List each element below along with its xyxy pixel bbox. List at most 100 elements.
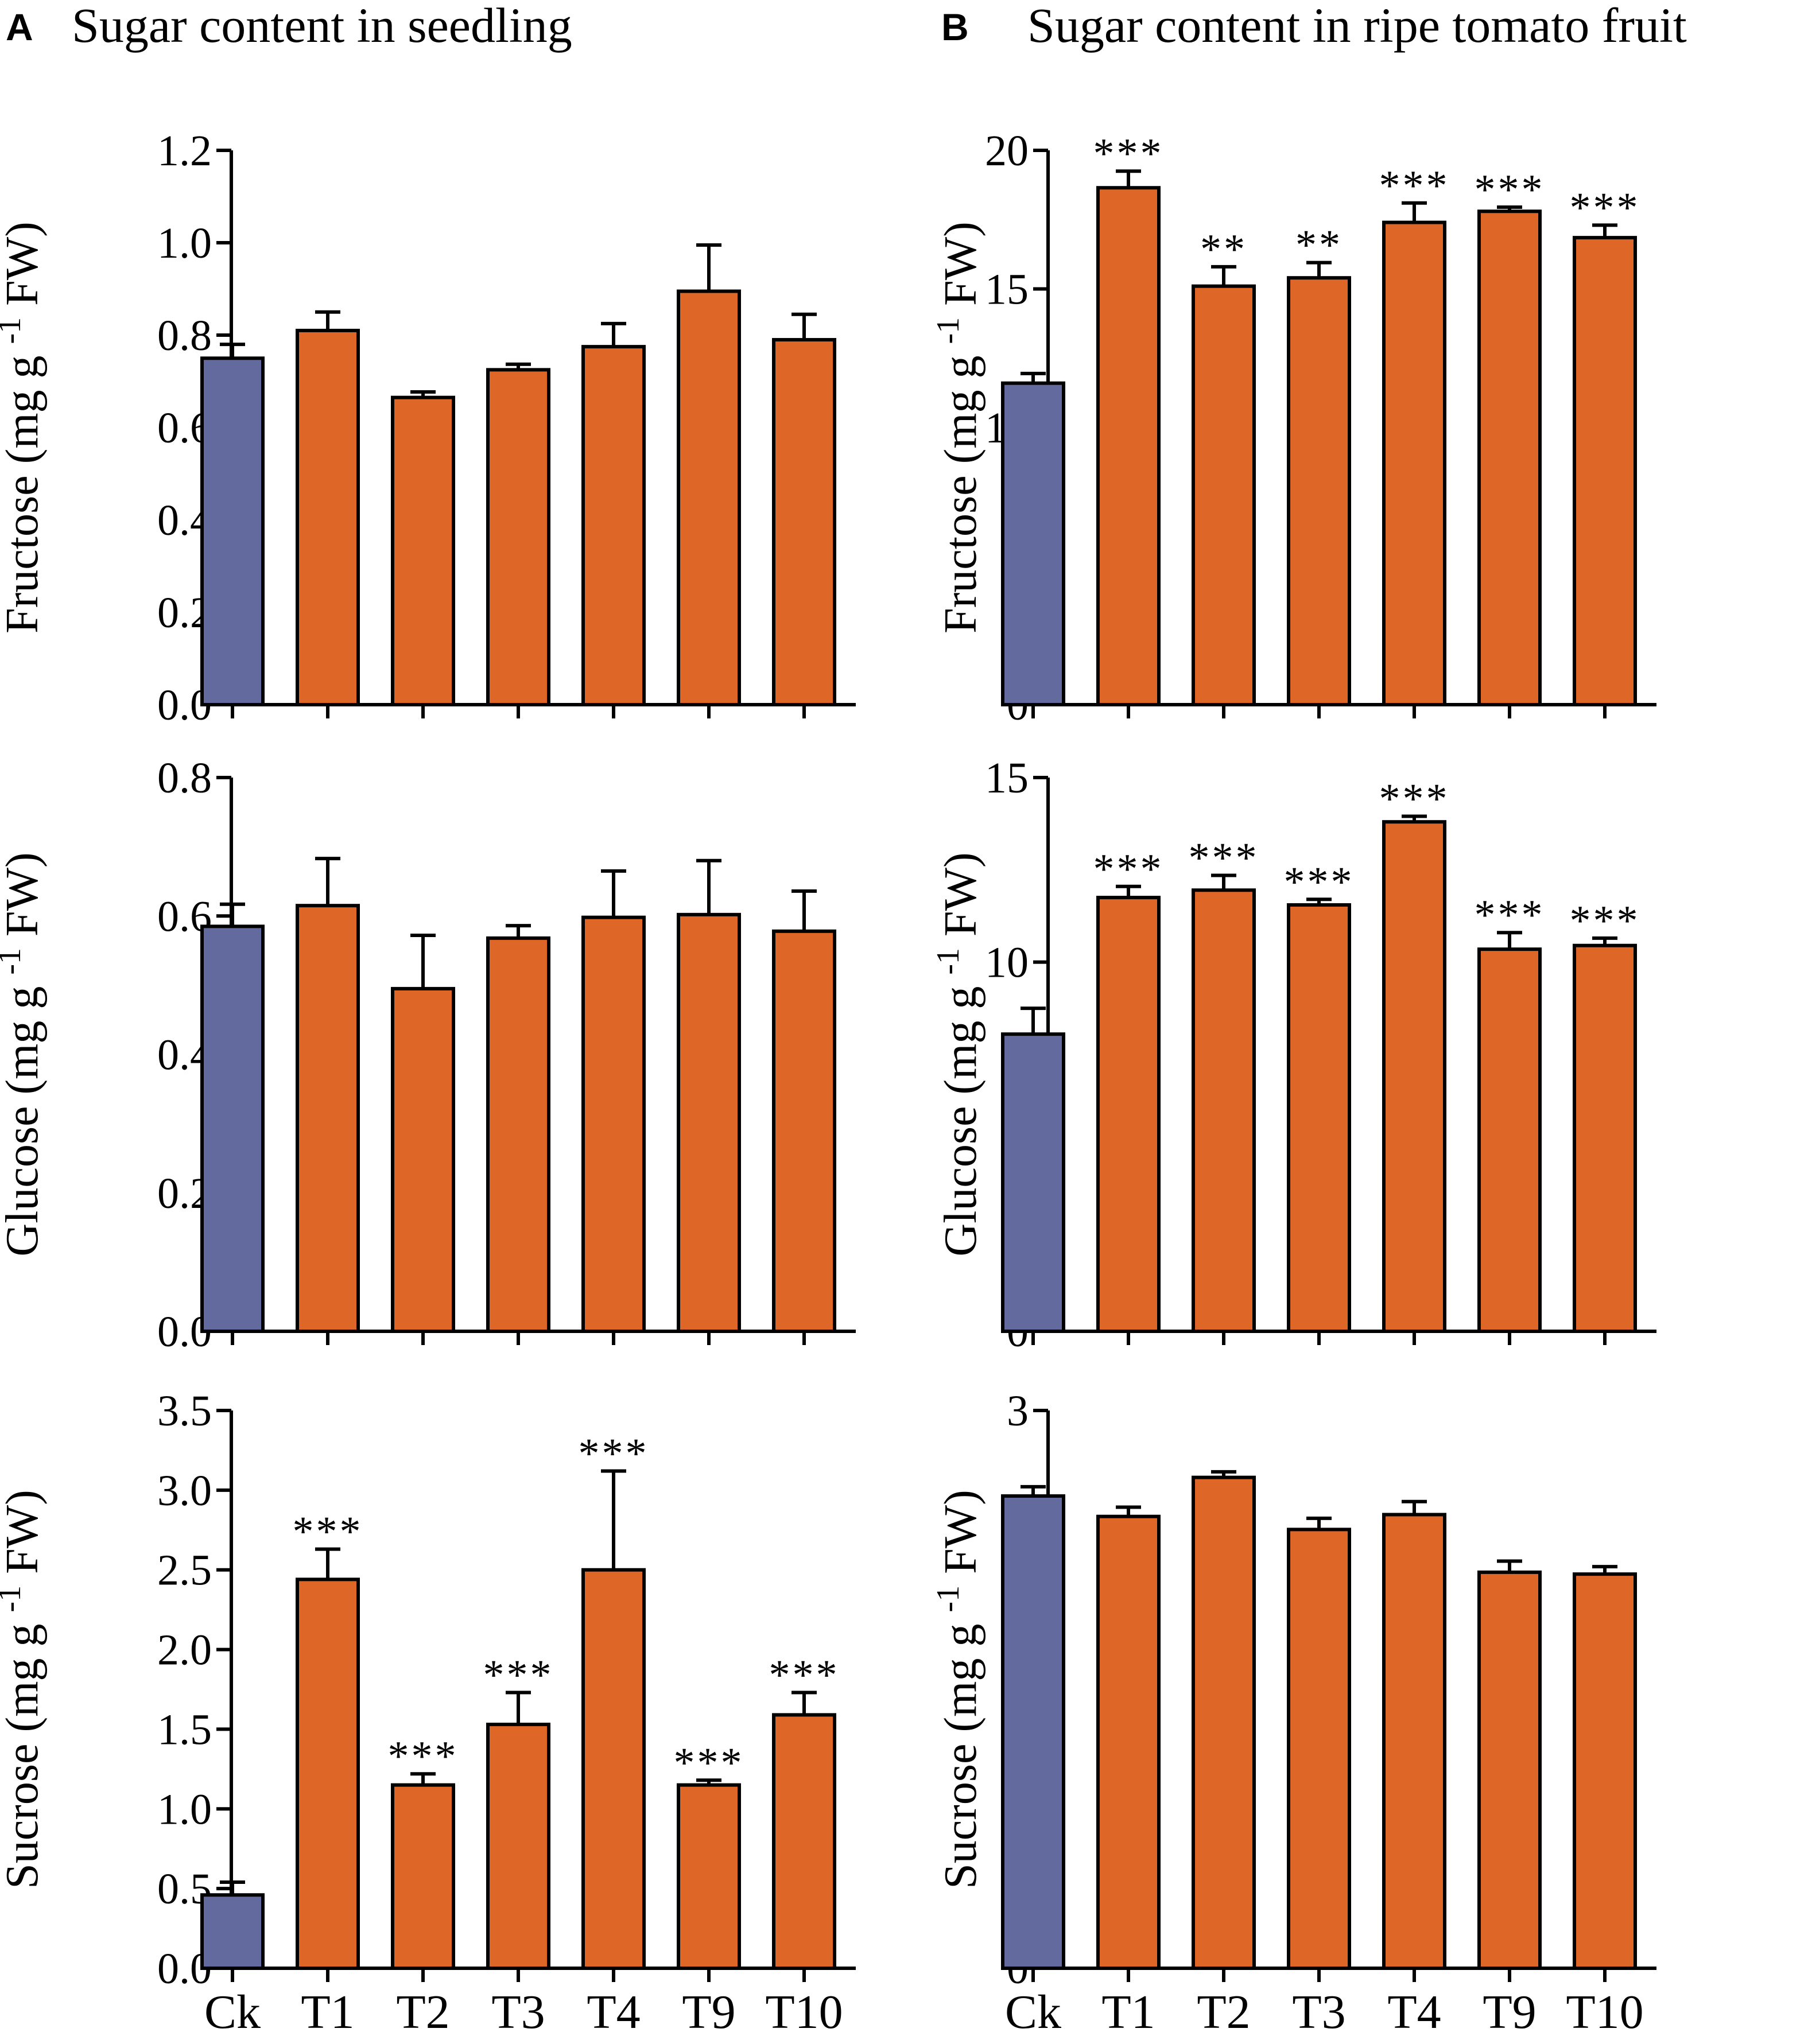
a-sucrose-category-label-t4: T4 bbox=[587, 1985, 640, 2039]
b-sucrose-bar-t10 bbox=[1573, 1572, 1637, 1971]
b-fructose-y-axis-label: Fructose (mg g -1 FW) bbox=[930, 222, 986, 634]
b-glucose-y-axis-label: Glucose (mg g -1 FW) bbox=[930, 852, 986, 1256]
b-sucrose-category-label-t4: T4 bbox=[1387, 1985, 1441, 2039]
a-glucose-y-axis-label: Glucose (mg g -1 FW) bbox=[0, 852, 48, 1256]
a-glucose-bar-t2 bbox=[391, 986, 455, 1333]
a-fructose-y-tick-label: 1.2 bbox=[157, 127, 212, 175]
b-glucose-bar-t3 bbox=[1287, 903, 1351, 1333]
a-sucrose-bar-t2 bbox=[391, 1783, 455, 1971]
b-sucrose-category-label-ck: Ck bbox=[1005, 1985, 1061, 2039]
b-fructose-bar-t1 bbox=[1096, 186, 1161, 706]
a-fructose-y-tick-label: 1.0 bbox=[157, 219, 212, 267]
a-fructose-bar-t2 bbox=[391, 395, 455, 706]
b-fructose-significance-t10: *** bbox=[1570, 184, 1640, 231]
a-glucose-bar-t4 bbox=[581, 915, 646, 1333]
b-sucrose-bar-ck bbox=[1001, 1494, 1065, 1971]
b-sucrose-category-label-t2: T2 bbox=[1197, 1985, 1250, 2039]
a-sucrose-significance-t4: *** bbox=[579, 1431, 649, 1478]
a-fructose-y-axis-label: Fructose (mg g -1 FW) bbox=[0, 222, 48, 634]
a-sucrose-category-label-t10: T10 bbox=[765, 1985, 843, 2039]
a-sucrose-bar-t9 bbox=[677, 1783, 741, 1971]
panel-b-letter: B bbox=[941, 6, 969, 48]
b-sucrose-bar-t3 bbox=[1287, 1528, 1351, 1971]
b-glucose-bar-ck bbox=[1001, 1032, 1065, 1334]
a-sucrose-bar-t10 bbox=[772, 1713, 836, 1971]
a-sucrose-y-axis-label: Sucrose (mg g -1 FW) bbox=[0, 1490, 48, 1888]
b-glucose-bar-t2 bbox=[1192, 888, 1256, 1333]
a-glucose-bar-t3 bbox=[486, 936, 550, 1333]
a-sucrose-significance-t3: *** bbox=[483, 1652, 554, 1699]
b-sucrose-bar-t2 bbox=[1192, 1475, 1256, 1970]
a-sucrose-bar-t1 bbox=[296, 1577, 360, 1971]
b-fructose-y-tick-label: 15 bbox=[985, 266, 1029, 314]
a-sucrose-category-label-ck: Ck bbox=[204, 1985, 261, 2039]
a-sucrose-y-tick-label: 3.0 bbox=[157, 1467, 212, 1515]
a-fructose-y-tick-label: 0.8 bbox=[157, 312, 212, 360]
b-glucose-significance-t10: *** bbox=[1570, 897, 1640, 945]
b-fructose-bar-t2 bbox=[1192, 284, 1256, 707]
a-sucrose-category-label-t3: T3 bbox=[491, 1985, 545, 2039]
b-fructose-chart: 05101520Fructose (mg g -1 FW)***********… bbox=[930, 127, 1656, 729]
b-glucose-bar-t4 bbox=[1382, 820, 1446, 1333]
a-sucrose-category-label-t2: T2 bbox=[396, 1985, 449, 2039]
b-fructose-bar-t3 bbox=[1287, 276, 1351, 706]
a-fructose-bar-t3 bbox=[486, 368, 550, 706]
a-sucrose-y-tick-label: 1.5 bbox=[157, 1705, 212, 1754]
b-glucose-bar-t9 bbox=[1477, 947, 1542, 1333]
b-glucose-y-tick-label: 15 bbox=[985, 754, 1029, 802]
b-sucrose-category-label-t1: T1 bbox=[1101, 1985, 1155, 2039]
a-fructose-bar-t10 bbox=[772, 338, 836, 706]
a-sucrose-category-label-t9: T9 bbox=[682, 1985, 735, 2039]
b-sucrose-category-label-t10: T10 bbox=[1566, 1985, 1643, 2039]
a-sucrose-significance-t9: *** bbox=[674, 1739, 744, 1786]
a-sucrose-significance-t10: *** bbox=[769, 1652, 840, 1699]
a-fructose-bar-t9 bbox=[677, 289, 741, 706]
b-glucose-bar-t1 bbox=[1096, 896, 1161, 1334]
a-sucrose-y-tick-label: 2.5 bbox=[157, 1546, 212, 1595]
a-sucrose-category-label-t1: T1 bbox=[301, 1985, 354, 2039]
b-sucrose-category-label-t9: T9 bbox=[1483, 1985, 1536, 2039]
b-fructose-bar-t9 bbox=[1477, 209, 1542, 706]
b-glucose-significance-t1: *** bbox=[1093, 846, 1164, 893]
b-sucrose-category-label-t3: T3 bbox=[1292, 1985, 1345, 2039]
b-fructose-bar-ck bbox=[1001, 381, 1065, 706]
a-sucrose-bar-t3 bbox=[486, 1723, 550, 1971]
b-sucrose-bar-t1 bbox=[1096, 1514, 1161, 1970]
a-glucose-bar-ck bbox=[200, 924, 265, 1333]
panel-b-title: Sugar content in ripe tomato fruit bbox=[1027, 0, 1687, 53]
a-fructose-bar-ck bbox=[200, 356, 265, 706]
b-glucose-significance-t4: *** bbox=[1379, 776, 1450, 823]
a-glucose-bar-t10 bbox=[772, 929, 836, 1333]
a-glucose-bar-t1 bbox=[296, 904, 360, 1333]
panel-a-letter: A bbox=[6, 6, 33, 48]
a-sucrose-y-tick-label: 1.0 bbox=[157, 1785, 212, 1833]
b-fructose-significance-t3: ** bbox=[1295, 222, 1343, 269]
a-sucrose-bar-ck bbox=[200, 1893, 265, 1971]
a-sucrose-significance-t2: *** bbox=[388, 1733, 459, 1780]
b-sucrose-y-axis-label: Sucrose (mg g -1 FW) bbox=[930, 1490, 986, 1888]
b-glucose-bar-t10 bbox=[1573, 943, 1637, 1333]
a-sucrose-bar-t4 bbox=[581, 1568, 646, 1971]
b-sucrose-bar-t4 bbox=[1382, 1513, 1446, 1970]
a-sucrose-y-tick-label: 3.5 bbox=[157, 1387, 212, 1435]
a-glucose-y-tick-label: 0.8 bbox=[157, 754, 212, 802]
a-sucrose-significance-t1: *** bbox=[293, 1509, 363, 1556]
b-glucose-y-tick-label: 10 bbox=[985, 939, 1029, 987]
panel-a-title: Sugar content in seedling bbox=[72, 0, 572, 53]
a-sucrose-y-tick-label: 2.0 bbox=[157, 1626, 212, 1674]
b-fructose-significance-t1: *** bbox=[1093, 130, 1164, 177]
b-fructose-significance-t2: ** bbox=[1200, 226, 1247, 273]
a-fructose-bar-t1 bbox=[296, 328, 360, 706]
b-sucrose-y-tick-label: 3 bbox=[1007, 1387, 1029, 1435]
a-glucose-bar-t9 bbox=[677, 912, 741, 1333]
b-fructose-bar-t4 bbox=[1382, 220, 1446, 706]
b-glucose-chart: 051015Glucose (mg g -1 FW)**************… bbox=[930, 754, 1656, 1356]
b-glucose-significance-t9: *** bbox=[1475, 892, 1545, 939]
b-glucose-significance-t3: *** bbox=[1284, 858, 1355, 906]
